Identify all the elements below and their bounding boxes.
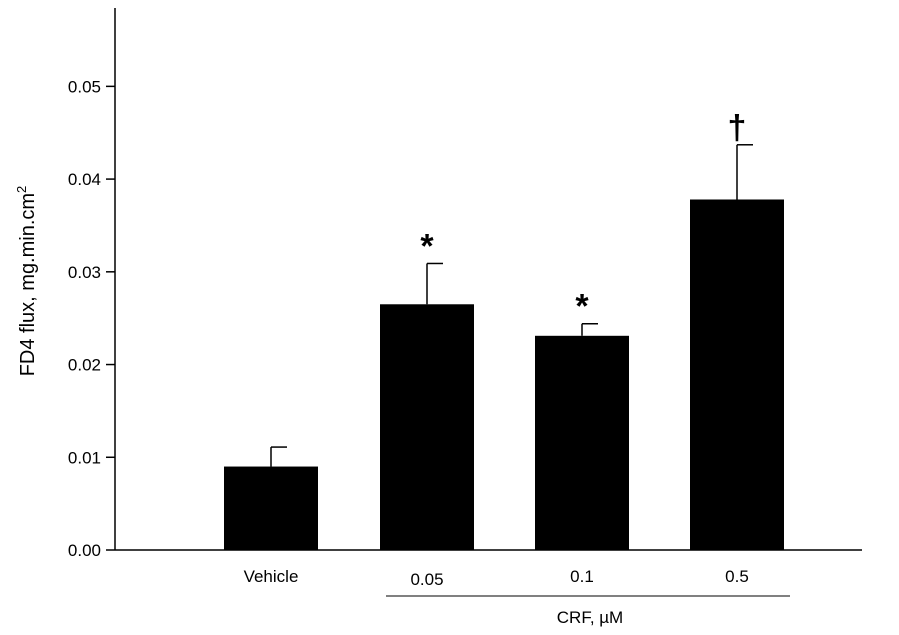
y-tick-label: 0.05 <box>68 77 101 96</box>
y-axis-title: FD4 flux, mg.min.cm2 <box>14 186 39 377</box>
y-tick-label: 0.04 <box>68 170 101 189</box>
significance-marks: * * † <box>420 109 746 326</box>
bar <box>690 199 784 550</box>
bars <box>224 199 784 550</box>
bar <box>535 335 629 550</box>
y-tick-label: 0.02 <box>68 356 101 375</box>
y-tick-label: 0.03 <box>68 263 101 282</box>
y-tick-label: 0.00 <box>68 541 101 560</box>
error-bars <box>270 144 753 467</box>
significance-mark: * <box>420 227 434 265</box>
category-label: 0.05 <box>410 570 443 589</box>
category-label: Vehicle <box>244 567 299 586</box>
group-label: CRF, µM <box>557 608 623 627</box>
y-tick-label: 0.01 <box>68 448 101 467</box>
category-labels: Vehicle 0.05 0.1 0.5 <box>244 567 749 589</box>
group-annotation: CRF, µM <box>386 595 790 627</box>
bar <box>224 466 318 550</box>
category-label: 0.1 <box>570 567 594 586</box>
y-axis-title-superscript: 2 <box>14 186 29 193</box>
y-axis-title-text: FD4 flux, mg.min.cm <box>17 193 39 376</box>
category-label: 0.5 <box>725 567 749 586</box>
bar <box>380 304 474 550</box>
significance-mark: † <box>728 109 747 147</box>
significance-mark: * <box>575 288 589 326</box>
y-ticks: 0.00 0.01 0.02 0.03 0.04 0.05 <box>68 77 115 560</box>
